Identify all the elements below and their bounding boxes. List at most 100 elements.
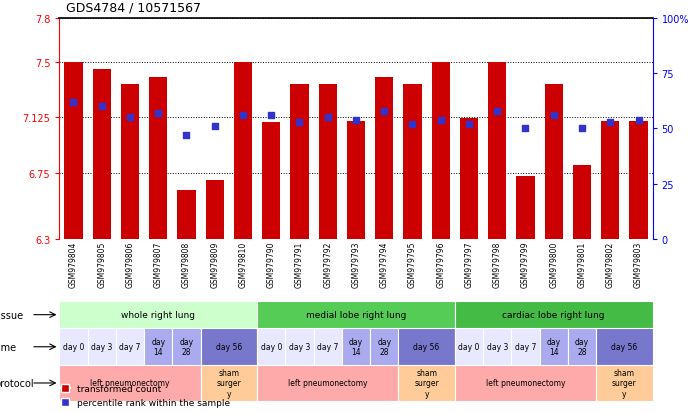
Bar <box>172 328 200 366</box>
Text: GSM979806: GSM979806 <box>126 241 135 288</box>
Point <box>153 110 164 117</box>
Bar <box>116 328 144 366</box>
Point <box>237 112 248 119</box>
Bar <box>370 328 399 366</box>
Bar <box>257 301 455 328</box>
Text: cardiac lobe right lung: cardiac lobe right lung <box>503 311 605 319</box>
Text: GSM979795: GSM979795 <box>408 241 417 288</box>
Bar <box>601 122 619 240</box>
Text: day 3: day 3 <box>487 342 508 351</box>
Text: day 56: day 56 <box>413 342 440 351</box>
Text: GDS4784 / 10571567: GDS4784 / 10571567 <box>66 2 201 14</box>
Point <box>577 126 588 132</box>
Text: left pneumonectomy: left pneumonectomy <box>90 379 170 387</box>
Bar <box>177 191 195 240</box>
Bar <box>313 328 342 366</box>
Bar <box>257 328 285 366</box>
Text: GSM979792: GSM979792 <box>323 241 332 288</box>
Bar <box>64 63 82 240</box>
Point <box>604 119 616 126</box>
Point <box>68 99 79 106</box>
Point <box>294 119 305 126</box>
Bar <box>431 63 450 240</box>
Point <box>209 123 221 130</box>
Text: day 7: day 7 <box>515 342 536 351</box>
Text: GSM979796: GSM979796 <box>436 241 445 288</box>
Text: day
28: day 28 <box>377 337 392 356</box>
Text: GSM979807: GSM979807 <box>154 241 163 288</box>
Text: GSM979810: GSM979810 <box>239 241 248 287</box>
Bar <box>59 366 200 401</box>
Bar <box>455 366 596 401</box>
Bar <box>540 328 568 366</box>
Text: GSM979799: GSM979799 <box>521 241 530 288</box>
Text: time: time <box>0 342 17 352</box>
Bar <box>596 366 653 401</box>
Bar <box>573 166 591 240</box>
Bar <box>87 328 116 366</box>
Bar <box>262 123 281 240</box>
Bar <box>488 63 507 240</box>
Text: day
28: day 28 <box>575 337 589 356</box>
Text: GSM979797: GSM979797 <box>464 241 473 288</box>
Bar <box>544 85 563 240</box>
Text: protocol: protocol <box>0 378 34 388</box>
Bar <box>144 328 172 366</box>
Text: GSM979800: GSM979800 <box>549 241 558 288</box>
Bar <box>375 78 394 240</box>
Bar <box>403 85 422 240</box>
Text: day 3: day 3 <box>91 342 112 351</box>
Bar <box>399 328 455 366</box>
Point <box>378 108 389 115</box>
Point <box>266 112 277 119</box>
Text: day
14: day 14 <box>547 337 560 356</box>
Text: sham
surger
y: sham surger y <box>216 368 242 398</box>
Bar <box>517 176 535 240</box>
Bar <box>200 366 257 401</box>
Bar <box>630 122 648 240</box>
Text: whole right lung: whole right lung <box>121 311 195 319</box>
Text: GSM979801: GSM979801 <box>577 241 586 287</box>
Point <box>491 108 503 115</box>
Text: day
28: day 28 <box>179 337 193 356</box>
Point <box>463 121 475 128</box>
Text: sham
surger
y: sham surger y <box>612 368 637 398</box>
Text: GSM979791: GSM979791 <box>295 241 304 288</box>
Bar <box>460 119 478 240</box>
Point <box>124 115 135 121</box>
Point <box>435 117 446 123</box>
Text: tissue: tissue <box>0 310 24 320</box>
Text: day
14: day 14 <box>349 337 363 356</box>
Bar <box>290 85 309 240</box>
Text: day 0: day 0 <box>63 342 84 351</box>
Bar <box>149 78 168 240</box>
Bar <box>455 301 653 328</box>
Bar <box>93 70 111 240</box>
Text: GSM979804: GSM979804 <box>69 241 78 288</box>
Text: left pneumonectomy: left pneumonectomy <box>486 379 565 387</box>
Point <box>548 112 559 119</box>
Text: sham
surger
y: sham surger y <box>414 368 439 398</box>
Bar <box>596 328 653 366</box>
Bar <box>234 63 252 240</box>
Text: GSM979803: GSM979803 <box>634 241 643 288</box>
Text: GSM979808: GSM979808 <box>182 241 191 287</box>
Text: day 7: day 7 <box>119 342 141 351</box>
Bar <box>59 301 257 328</box>
Point <box>520 126 531 132</box>
Bar <box>512 328 540 366</box>
Text: day 3: day 3 <box>289 342 310 351</box>
Text: medial lobe right lung: medial lobe right lung <box>306 311 406 319</box>
Bar <box>257 366 399 401</box>
Text: day 56: day 56 <box>611 342 637 351</box>
Text: GSM979798: GSM979798 <box>493 241 502 288</box>
Bar <box>399 366 455 401</box>
Legend: transformed count, percentile rank within the sample: transformed count, percentile rank withi… <box>57 381 233 411</box>
Bar <box>342 328 370 366</box>
Bar <box>200 328 257 366</box>
Point <box>181 133 192 139</box>
Point <box>633 117 644 123</box>
Point <box>350 117 362 123</box>
Bar <box>205 180 224 240</box>
Text: left pneumonectomy: left pneumonectomy <box>288 379 367 387</box>
